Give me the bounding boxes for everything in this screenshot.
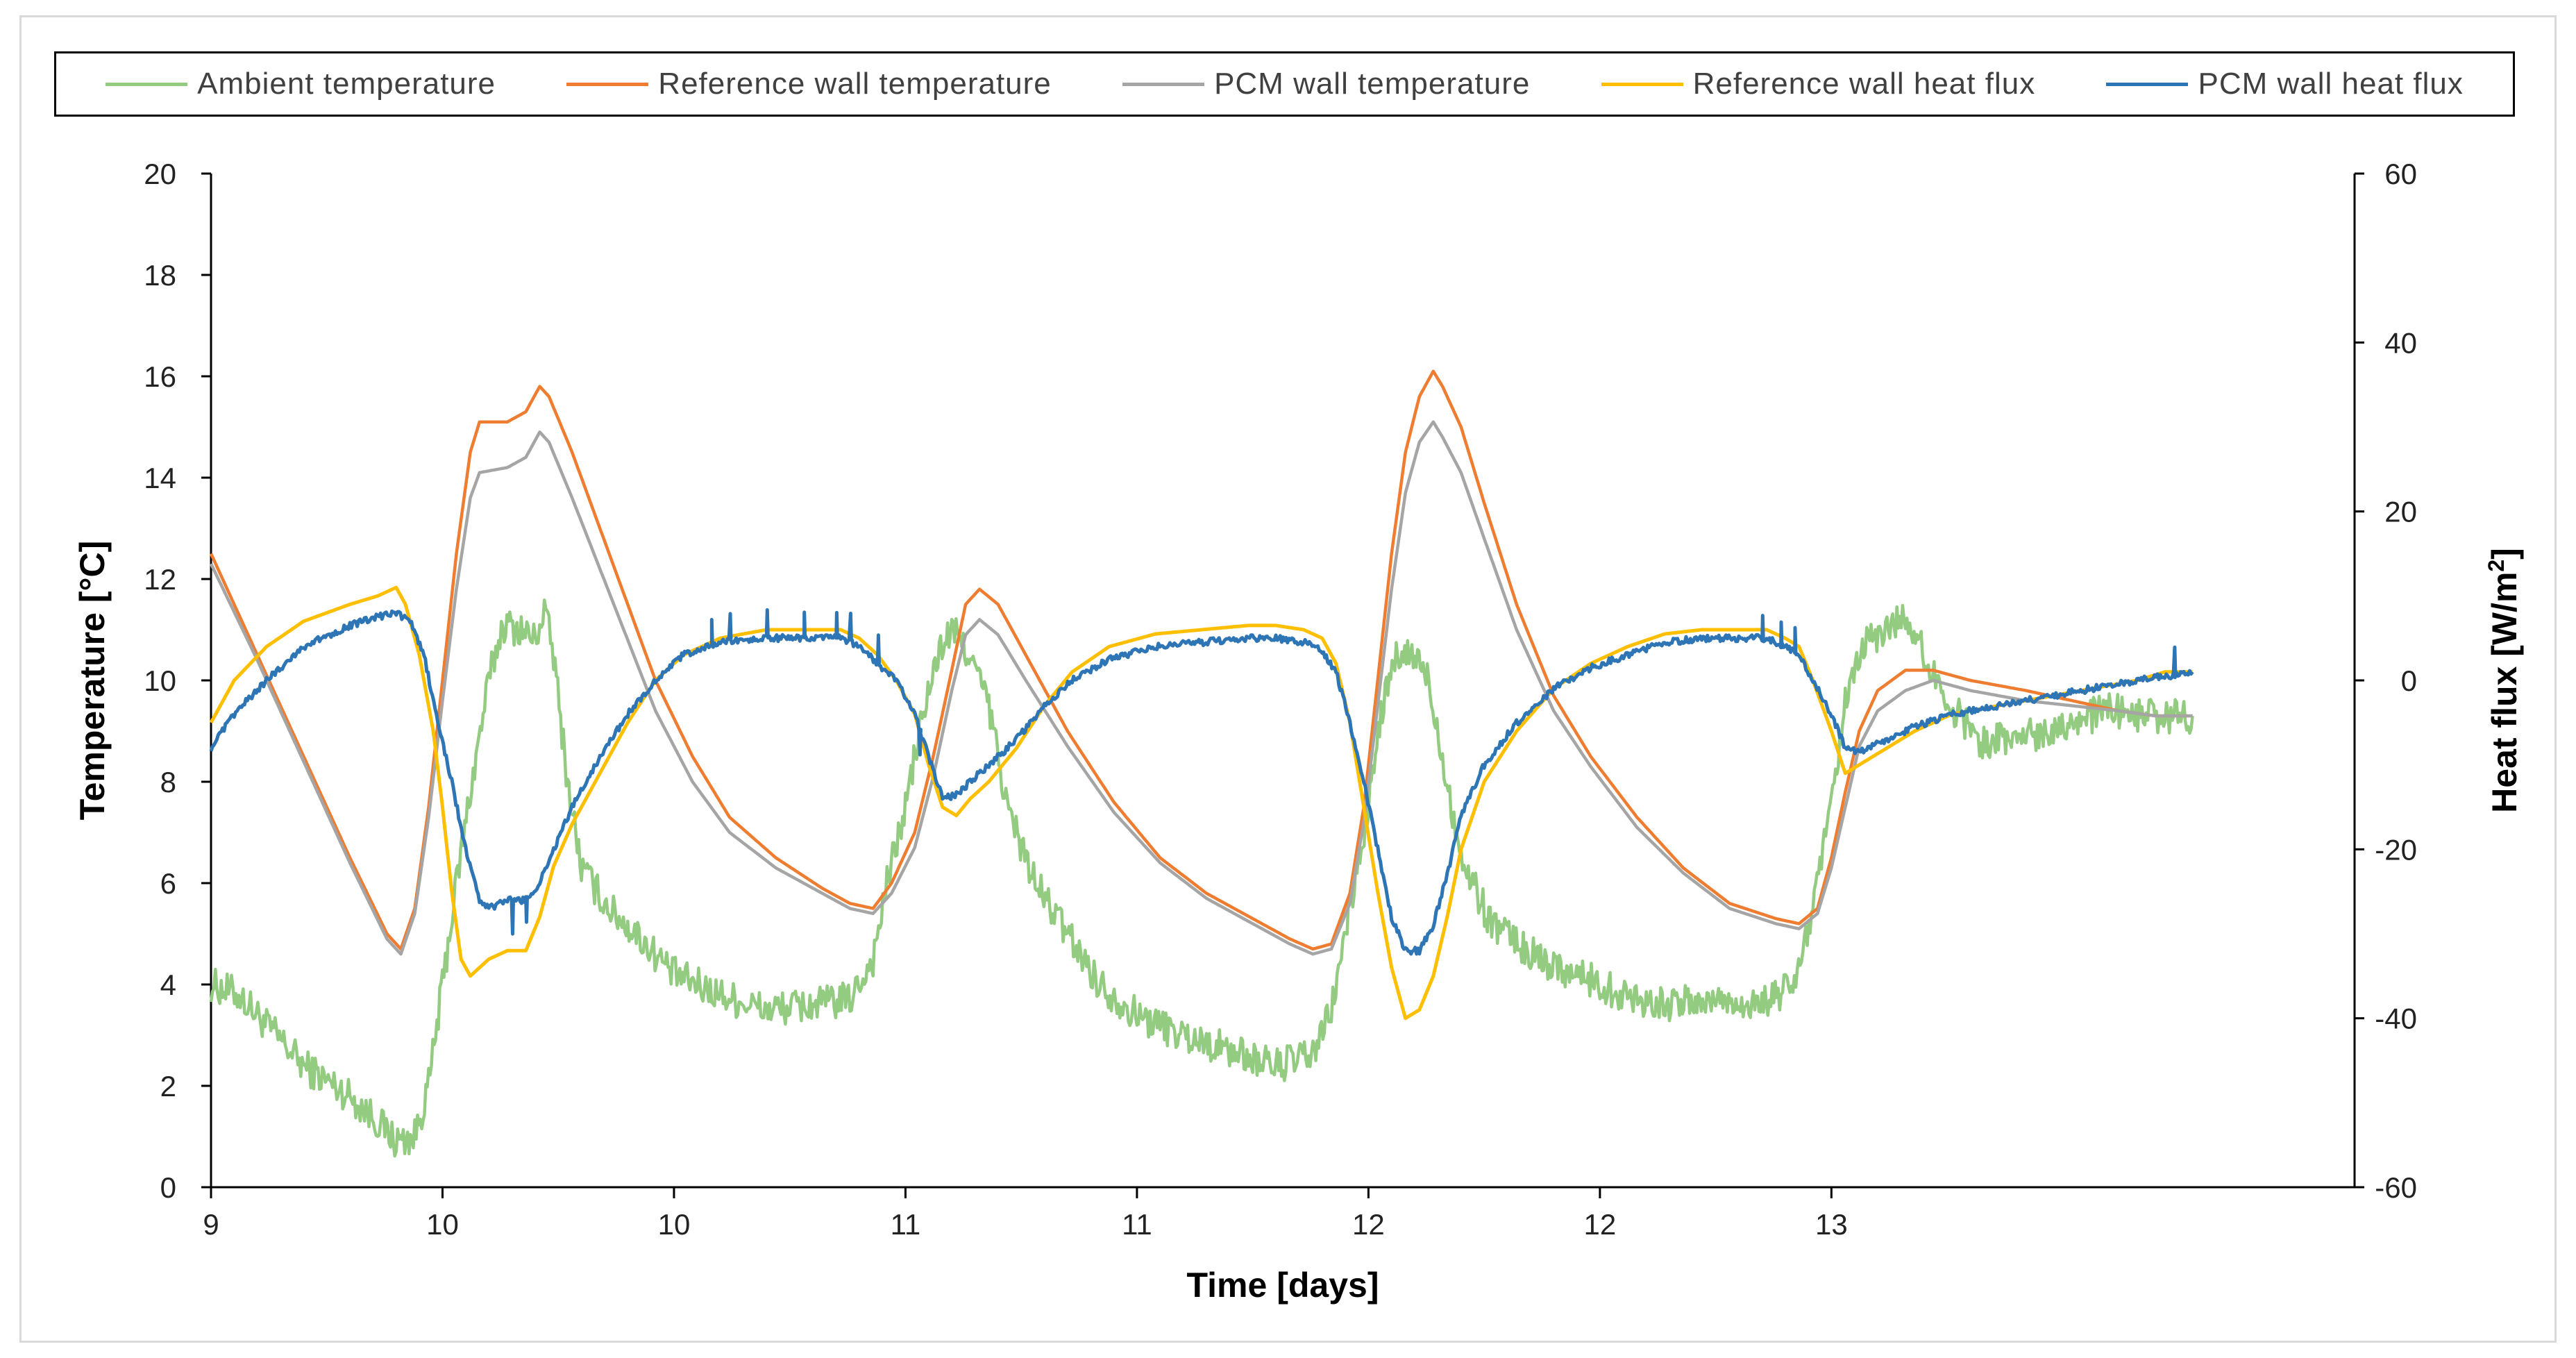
y-tick-label: 0 [160, 1171, 176, 1204]
y-axis-title: Temperature [°C] [73, 541, 112, 820]
x-tick-label: 12 [1352, 1208, 1385, 1241]
y-tick-label: 12 [144, 563, 176, 596]
x-tick-label: 11 [1122, 1208, 1152, 1241]
legend-swatch-reference-wall-heat-flux [1601, 82, 1683, 86]
y2-tick-label: -40 [2375, 1003, 2417, 1035]
y2-tick-label: -20 [2375, 833, 2417, 866]
y2-axis-title: Heat flux [W/m2] [2484, 548, 2524, 813]
legend-label-reference-wall-temperature: Reference wall temperature [658, 67, 1052, 101]
y2-tick-label: 60 [2384, 158, 2417, 190]
series-line-pcm-wall-heat-flux [209, 608, 2194, 956]
y2-tick-label: -60 [2375, 1171, 2417, 1204]
legend-swatch-pcm-wall-heat-flux [2106, 82, 2189, 86]
legend-item-reference-wall-temperature: Reference wall temperature [566, 67, 1051, 101]
x-tick-label: 13 [1815, 1208, 1848, 1241]
y-tick-label: 20 [144, 158, 176, 190]
y2-tick-label: 40 [2384, 326, 2417, 359]
y2-tick-label: 20 [2384, 496, 2417, 528]
x-axis-title: Time [days] [1187, 1266, 1379, 1305]
series-line-reference-wall-temperature [209, 369, 2193, 951]
series-line-pcm-wall-temperature [209, 420, 2193, 956]
legend-label-pcm-wall-temperature: PCM wall temperature [1214, 67, 1531, 101]
y-tick-label: 2 [160, 1070, 176, 1103]
legend-label-pcm-wall-heat-flux: PCM wall heat flux [2198, 67, 2464, 101]
legend-label-reference-wall-heat-flux: Reference wall heat flux [1692, 67, 2036, 101]
series-line-ambient-temperature [209, 598, 2194, 1158]
y-tick-label: 4 [160, 969, 176, 1001]
legend-label-ambient: Ambient temperature [197, 67, 496, 101]
legend-swatch-reference-wall-temperature [566, 82, 649, 86]
legend-item-pcm-wall-temperature: PCM wall temperature [1122, 67, 1530, 101]
y-tick-label: 10 [144, 664, 176, 697]
x-tick-label: 12 [1584, 1208, 1617, 1241]
legend-item-pcm-wall-heat-flux: PCM wall heat flux [2106, 67, 2463, 101]
x-tick-label: 9 [203, 1208, 219, 1241]
x-tick-label: 11 [891, 1208, 921, 1241]
legend-swatch-ambient [106, 82, 188, 86]
legend: Ambient temperature Reference wall tempe… [54, 51, 2515, 117]
legend-item-reference-wall-heat-flux: Reference wall heat flux [1601, 67, 2036, 101]
y-tick-label: 16 [144, 360, 176, 393]
legend-item-ambient: Ambient temperature [106, 67, 496, 101]
y-tick-label: 14 [144, 462, 176, 494]
y-tick-label: 18 [144, 259, 176, 292]
legend-swatch-pcm-wall-temperature [1122, 82, 1205, 86]
y-tick-label: 8 [160, 766, 176, 798]
series-line-reference-wall-heat-flux [209, 585, 2193, 1021]
x-tick-label: 10 [658, 1208, 691, 1241]
x-tick-label: 10 [426, 1208, 459, 1241]
y-tick-label: 6 [160, 867, 176, 900]
y2-tick-label: 0 [2401, 664, 2417, 697]
